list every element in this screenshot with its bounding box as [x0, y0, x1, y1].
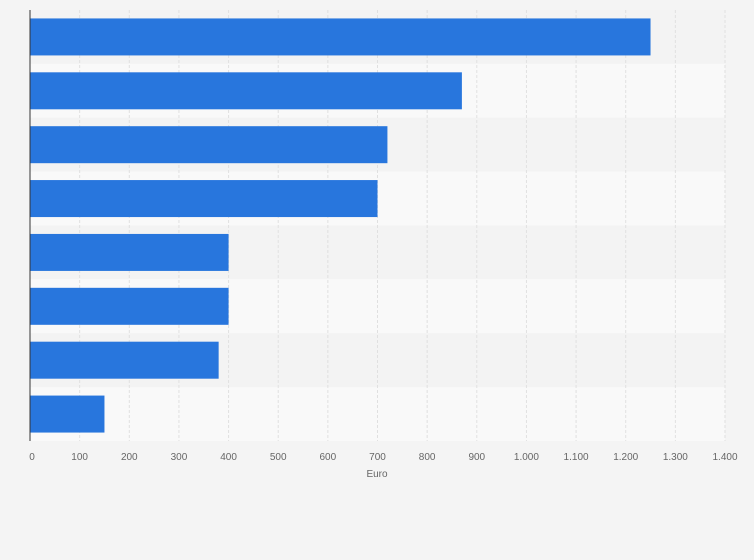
x-tick-label: 1.400	[712, 452, 737, 463]
bar	[30, 287, 229, 325]
bar	[30, 395, 105, 433]
x-tick-label: 800	[419, 452, 436, 463]
bar	[30, 233, 229, 271]
x-tick-label: 1.300	[663, 452, 688, 463]
bar	[30, 18, 651, 56]
x-tick-label: 1.200	[613, 452, 638, 463]
x-tick-label: 100	[71, 452, 88, 463]
x-tick-labels: 0 100 200 300 400 500 600 700 800 900 1.000 1.100 1.…	[29, 452, 738, 463]
x-tick-label: 400	[220, 452, 237, 463]
x-tick-label: 200	[121, 452, 138, 463]
x-tick-label: 600	[320, 452, 337, 463]
bar	[30, 341, 219, 379]
x-tick-label: 500	[270, 452, 287, 463]
bar	[30, 72, 462, 110]
x-tick-label: 300	[171, 452, 188, 463]
x-axis-title: Euro	[366, 469, 388, 480]
bar	[30, 180, 378, 218]
bars	[30, 18, 651, 433]
x-tick-label: 1.100	[564, 452, 589, 463]
x-tick-label: 1.000	[514, 452, 539, 463]
x-tick-label: 900	[468, 452, 485, 463]
bar	[30, 126, 388, 164]
x-tick-label: 0	[29, 452, 35, 463]
x-tick-label: 700	[369, 452, 386, 463]
